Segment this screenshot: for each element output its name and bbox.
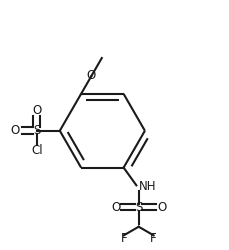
Text: O: O <box>86 70 96 82</box>
Text: S: S <box>134 201 142 214</box>
Text: F: F <box>150 232 156 244</box>
Text: O: O <box>11 124 20 137</box>
Text: O: O <box>156 201 166 214</box>
Text: S: S <box>33 124 40 137</box>
Text: F: F <box>120 232 126 244</box>
Text: Cl: Cl <box>31 144 42 157</box>
Text: NH: NH <box>139 180 156 193</box>
Text: O: O <box>32 104 41 117</box>
Text: O: O <box>111 201 120 214</box>
